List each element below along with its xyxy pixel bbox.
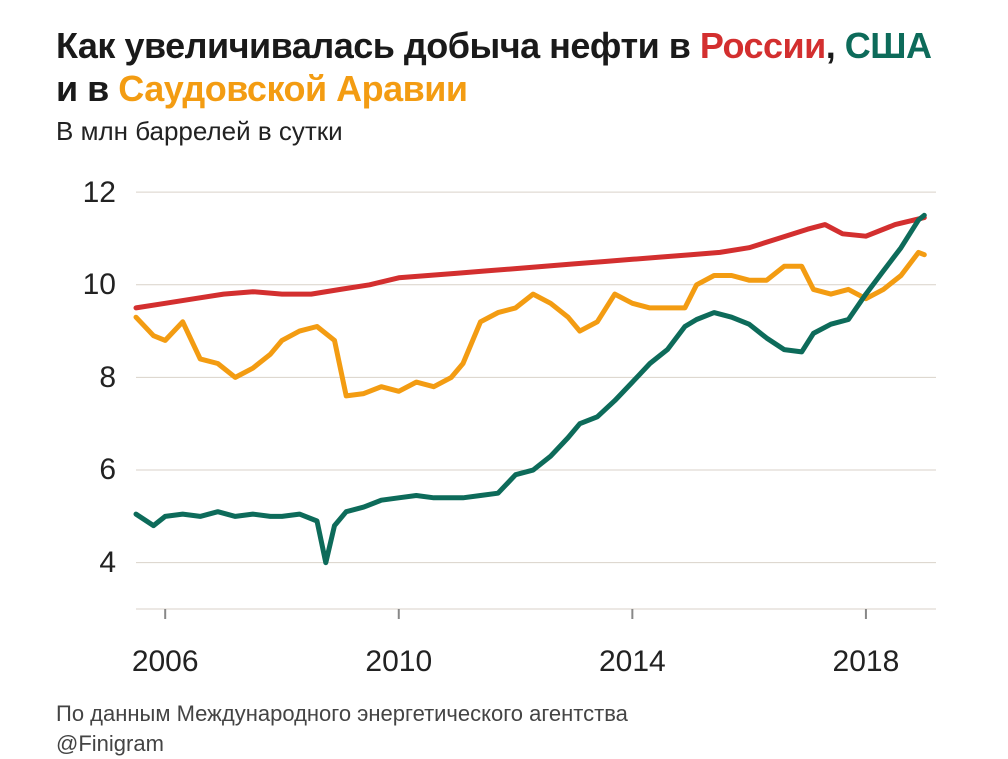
ytick-label: 4 <box>66 546 116 580</box>
footer-source: По данным Международного энергетического… <box>56 699 960 729</box>
chart-area: 46810122006201020142018 <box>46 159 946 639</box>
ytick-label: 6 <box>66 453 116 487</box>
ytick-label: 12 <box>66 176 116 210</box>
chart-subtitle: В млн баррелей в сутки <box>56 116 960 147</box>
footer-handle: @Finigram <box>56 729 960 759</box>
xtick-label: 2014 <box>599 645 666 679</box>
xtick-label: 2010 <box>365 645 432 679</box>
xtick-label: 2018 <box>833 645 900 679</box>
title-part: , <box>826 25 845 66</box>
chart-title: Как увеличивалась добыча нефти в России,… <box>56 24 960 110</box>
title-part: России <box>700 25 826 66</box>
title-part: США <box>845 25 932 66</box>
ytick-label: 8 <box>66 361 116 395</box>
title-part: Саудовской Аравии <box>118 68 467 109</box>
series-saudi <box>136 253 924 397</box>
plot-svg <box>46 159 946 639</box>
title-part: Как увеличивалась добыча нефти в <box>56 25 700 66</box>
ytick-label: 10 <box>66 268 116 302</box>
xtick-label: 2006 <box>132 645 199 679</box>
title-part: и в <box>56 68 118 109</box>
